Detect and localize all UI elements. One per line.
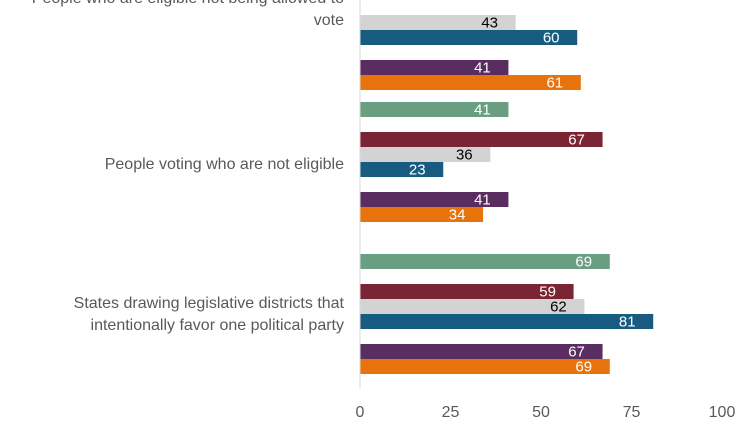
category-labels: People who are eligible not being allowe… <box>32 0 345 334</box>
bar-value-label: 61 <box>546 75 563 92</box>
bar-value-label: 23 <box>409 162 426 179</box>
bar <box>360 60 509 75</box>
bar <box>360 299 585 314</box>
bar-value-label: 67 <box>568 132 585 149</box>
bar-value-label: 62 <box>550 299 567 316</box>
bar <box>360 192 509 207</box>
bar <box>360 15 516 30</box>
bar-value-label: 81 <box>619 314 636 331</box>
x-tick-label: 75 <box>623 404 641 421</box>
bar <box>360 254 610 269</box>
category-label: States drawing legislative districts tha… <box>74 295 345 312</box>
bar-value-label: 43 <box>481 15 498 32</box>
bar <box>360 207 484 222</box>
bar-value-label: 34 <box>449 207 466 224</box>
bar-value-label: 59 <box>539 284 556 301</box>
bar-value-label: 41 <box>474 192 491 209</box>
bar <box>360 162 444 177</box>
bar <box>360 147 491 162</box>
category-label: intentionally favor one political party <box>91 317 344 334</box>
bar <box>360 284 574 299</box>
x-tick-label: 100 <box>709 404 736 421</box>
bar <box>360 102 509 117</box>
bar-value-label: 36 <box>456 147 473 164</box>
bar-value-label: 60 <box>543 30 560 47</box>
x-tick-label: 0 <box>356 404 365 421</box>
bar-value-label: 67 <box>568 344 585 361</box>
bar <box>360 75 581 90</box>
bar <box>360 344 603 359</box>
bar-value-label: 69 <box>575 254 592 271</box>
bar <box>360 359 610 374</box>
bar-value-label: 69 <box>575 359 592 376</box>
bar-value-label: 41 <box>474 102 491 119</box>
category-label: vote <box>314 12 344 29</box>
x-tick-label: 50 <box>532 404 550 421</box>
bar <box>360 30 578 45</box>
bar <box>360 314 654 329</box>
x-tick-label: 25 <box>442 404 460 421</box>
category-label: People voting who are not eligible <box>105 156 344 173</box>
x-axis-ticks: 0 25 50 75 100 <box>356 404 736 421</box>
category-label: People who are eligible not being allowe… <box>32 0 344 7</box>
bars <box>360 15 654 374</box>
bar <box>360 132 603 147</box>
bar-value-label: 41 <box>474 60 491 77</box>
